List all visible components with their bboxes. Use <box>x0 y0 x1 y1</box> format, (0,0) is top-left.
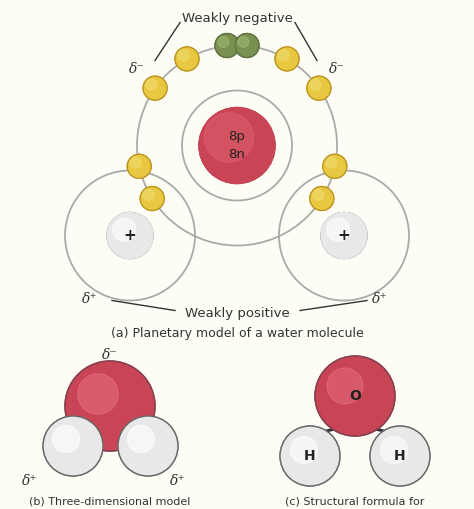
Circle shape <box>128 426 155 453</box>
Circle shape <box>65 361 155 451</box>
Circle shape <box>130 157 141 168</box>
Circle shape <box>235 34 259 58</box>
Circle shape <box>146 79 157 90</box>
Circle shape <box>199 107 275 184</box>
Circle shape <box>275 47 299 71</box>
Circle shape <box>321 213 367 259</box>
Circle shape <box>65 361 155 451</box>
Circle shape <box>307 76 331 100</box>
Circle shape <box>275 47 299 71</box>
Circle shape <box>381 437 408 464</box>
Circle shape <box>280 426 340 486</box>
Circle shape <box>323 154 347 178</box>
Circle shape <box>315 356 395 436</box>
Circle shape <box>326 157 337 168</box>
Circle shape <box>327 368 363 404</box>
Circle shape <box>113 218 136 241</box>
Circle shape <box>280 426 340 486</box>
Text: δ⁺: δ⁺ <box>372 292 388 305</box>
Circle shape <box>107 213 153 259</box>
Text: 8p
8n: 8p 8n <box>228 130 246 161</box>
Circle shape <box>315 356 395 436</box>
Circle shape <box>143 189 154 201</box>
Circle shape <box>127 154 151 178</box>
Circle shape <box>199 107 275 184</box>
Text: δ⁺: δ⁺ <box>22 474 38 488</box>
Text: +: + <box>337 228 350 243</box>
Circle shape <box>118 416 178 476</box>
Circle shape <box>278 50 289 61</box>
Text: δ⁺: δ⁺ <box>170 474 186 488</box>
Circle shape <box>143 76 167 100</box>
Circle shape <box>218 37 229 47</box>
Circle shape <box>140 186 164 211</box>
Circle shape <box>178 50 189 61</box>
Text: δ⁻: δ⁻ <box>102 348 118 362</box>
Circle shape <box>175 47 199 71</box>
Circle shape <box>69 365 143 439</box>
Circle shape <box>118 416 178 476</box>
Circle shape <box>320 361 384 425</box>
Circle shape <box>307 76 331 100</box>
Circle shape <box>140 186 164 211</box>
Circle shape <box>291 437 318 464</box>
Circle shape <box>310 186 334 211</box>
Text: H: H <box>394 449 406 463</box>
Text: O: O <box>349 389 361 403</box>
Text: δ⁺: δ⁺ <box>82 292 98 305</box>
Circle shape <box>323 154 347 178</box>
Circle shape <box>143 76 167 100</box>
Circle shape <box>175 47 199 71</box>
Circle shape <box>238 37 249 47</box>
Circle shape <box>204 113 254 162</box>
Circle shape <box>215 34 239 58</box>
Text: (a) Planetary model of a water molecule: (a) Planetary model of a water molecule <box>110 327 364 340</box>
Circle shape <box>370 426 430 486</box>
Circle shape <box>43 416 103 476</box>
Text: (c) Structural formula for
water molecule: (c) Structural formula for water molecul… <box>285 496 425 509</box>
Circle shape <box>313 189 324 201</box>
Text: H: H <box>304 449 316 463</box>
Circle shape <box>321 213 367 259</box>
Text: Weakly negative: Weakly negative <box>182 12 292 25</box>
Text: δ⁻: δ⁻ <box>129 62 145 75</box>
Circle shape <box>67 363 150 445</box>
Circle shape <box>43 416 103 476</box>
Circle shape <box>318 358 390 431</box>
Text: Weakly positive: Weakly positive <box>185 307 289 320</box>
Circle shape <box>310 79 321 90</box>
Text: (b) Three-dimensional model
of a water molecule: (b) Three-dimensional model of a water m… <box>29 496 191 509</box>
Circle shape <box>327 218 350 241</box>
Circle shape <box>215 34 239 58</box>
Circle shape <box>235 34 259 58</box>
Text: +: + <box>124 228 137 243</box>
Circle shape <box>310 186 334 211</box>
Circle shape <box>107 213 153 259</box>
Circle shape <box>78 374 118 414</box>
Circle shape <box>127 154 151 178</box>
Text: δ⁻: δ⁻ <box>329 62 345 75</box>
Circle shape <box>73 369 131 428</box>
Circle shape <box>53 426 80 453</box>
Circle shape <box>370 426 430 486</box>
